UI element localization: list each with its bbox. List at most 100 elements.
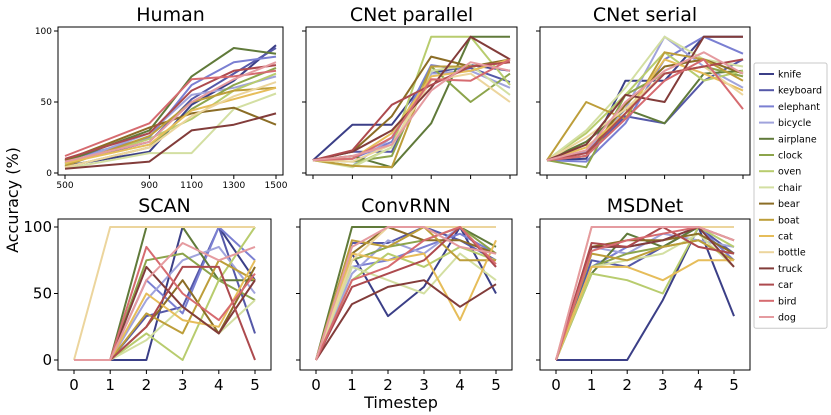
legend-label: knife xyxy=(778,70,802,81)
legend-item-cat: cat xyxy=(759,232,793,243)
panel-title: Human xyxy=(136,4,205,26)
x-tick-label: 2 xyxy=(142,376,152,394)
x-tick-label: 5 xyxy=(729,376,739,394)
series-line-boat xyxy=(312,61,511,169)
panel-convrnn: ConvRNN 0 1 2 3 4 5 xyxy=(296,195,513,394)
x-tick-label: 5 xyxy=(491,376,501,394)
series-line-knife xyxy=(74,226,256,361)
series-line-truck xyxy=(315,279,497,361)
series-line-dog xyxy=(315,226,497,361)
y-tick-label: 50 xyxy=(41,98,53,108)
legend-item-boat: boat xyxy=(759,215,800,226)
legend-item-keyboard: keyboard xyxy=(759,86,822,97)
y-tick-label: 100 xyxy=(35,27,52,37)
y-tick-label: 100 xyxy=(23,218,52,236)
legend-item-oven: oven xyxy=(759,167,801,178)
legend-item-airplane: airplane xyxy=(759,134,817,145)
panel-title: SCAN xyxy=(138,195,191,217)
axes-frame xyxy=(299,218,513,371)
series-line-bird xyxy=(315,226,497,361)
axes-frame xyxy=(539,218,751,371)
series-line-bird xyxy=(312,58,511,162)
series-line-dog xyxy=(74,242,256,361)
x-tick-label: 4 xyxy=(214,376,224,394)
series-line-bear xyxy=(64,106,277,162)
series-line-chair xyxy=(64,92,277,170)
x-tick-label: 4 xyxy=(694,376,704,394)
series-line-truck xyxy=(64,112,277,170)
x-tick-label: 1 xyxy=(105,376,115,394)
legend-label: clock xyxy=(778,151,803,162)
panel-title: ConvRNN xyxy=(361,195,451,217)
series-line-car xyxy=(64,64,277,160)
series-line-bottle xyxy=(73,226,255,361)
series-line-airplane xyxy=(546,69,744,162)
panel-cnet-serial: CNet serial xyxy=(536,4,751,179)
panel-human: Human 0 50 100 500 900 1100 1300 1500 xyxy=(35,4,288,191)
x-tick-label: 1 xyxy=(347,376,357,394)
series-line-bottle xyxy=(546,65,744,162)
x-tick-label: 1500 xyxy=(265,181,288,191)
legend-item-bear: bear xyxy=(759,199,800,210)
legend-label: bottle xyxy=(778,248,806,259)
series-line-car xyxy=(546,58,744,162)
legend-item-car: car xyxy=(759,280,793,291)
legend-item-bicycle: bicycle xyxy=(759,118,811,129)
axes-frame xyxy=(57,218,272,371)
series-line-bird xyxy=(546,58,744,162)
x-tick-label: 1300 xyxy=(222,181,245,191)
panel-scan: SCAN 0 50 100 0 1 2 3 4 5 xyxy=(23,195,272,394)
series-line-bottle xyxy=(312,72,511,163)
axes-frame xyxy=(305,26,518,176)
series-line-dog xyxy=(546,51,744,162)
x-tick-label: 3 xyxy=(178,376,188,394)
series-line-cat xyxy=(315,239,497,361)
x-tick-label: 2 xyxy=(622,376,632,394)
legend: knife keyboard elephant bicycle airplane cloc… xyxy=(753,62,828,329)
legend-item-bottle: bottle xyxy=(759,248,806,259)
panel-msdnet: MSDNet 0 1 2 3 4 5 xyxy=(536,195,751,394)
series-line-dog xyxy=(64,61,277,163)
series-line-cat xyxy=(74,259,256,361)
panel-title: CNet parallel xyxy=(350,4,473,26)
panel-cnet-parallel: CNet parallel xyxy=(302,4,518,179)
legend-label: elephant xyxy=(778,102,820,113)
series-line-dog xyxy=(555,226,735,361)
legend-label: keyboard xyxy=(778,86,822,97)
series-line-boat xyxy=(315,226,496,361)
series-line-chair xyxy=(315,252,497,361)
x-tick-label: 1 xyxy=(587,376,597,394)
legend-label: oven xyxy=(778,167,801,178)
legend-label: truck xyxy=(778,264,803,275)
legend-label: chair xyxy=(778,183,802,194)
legend-label: cat xyxy=(778,232,793,243)
axes-frame xyxy=(539,26,751,176)
legend-item-bird: bird xyxy=(759,296,796,307)
y-tick-label: 0 xyxy=(46,169,52,179)
x-tick-label: 4 xyxy=(455,376,465,394)
y-tick-label: 0 xyxy=(42,351,52,369)
series-line-dog xyxy=(312,61,511,162)
x-tick-label: 1100 xyxy=(180,181,203,191)
x-tick-label: 3 xyxy=(658,376,668,394)
legend-frame xyxy=(753,62,828,329)
x-tick-label: 0 xyxy=(551,376,561,394)
series-line-cat xyxy=(64,86,277,165)
legend-item-elephant: elephant xyxy=(759,102,820,113)
legend-item-knife: knife xyxy=(759,70,802,81)
legend-item-truck: truck xyxy=(759,264,803,275)
series-line-chair xyxy=(546,35,744,161)
legend-item-chair: chair xyxy=(759,183,802,194)
series-line-oven xyxy=(546,51,744,162)
x-tick-label: 2 xyxy=(383,376,393,394)
series-line-bicycle xyxy=(315,226,497,361)
series-line-cat xyxy=(555,259,734,361)
x-tick-label: 500 xyxy=(56,181,73,191)
x-tick-label: 3 xyxy=(419,376,429,394)
legend-label: airplane xyxy=(778,134,817,145)
y-tick-label: 50 xyxy=(33,285,52,303)
legend-label: car xyxy=(778,280,793,291)
legend-label: boat xyxy=(778,215,800,226)
legend-item-dog: dog xyxy=(759,313,796,324)
